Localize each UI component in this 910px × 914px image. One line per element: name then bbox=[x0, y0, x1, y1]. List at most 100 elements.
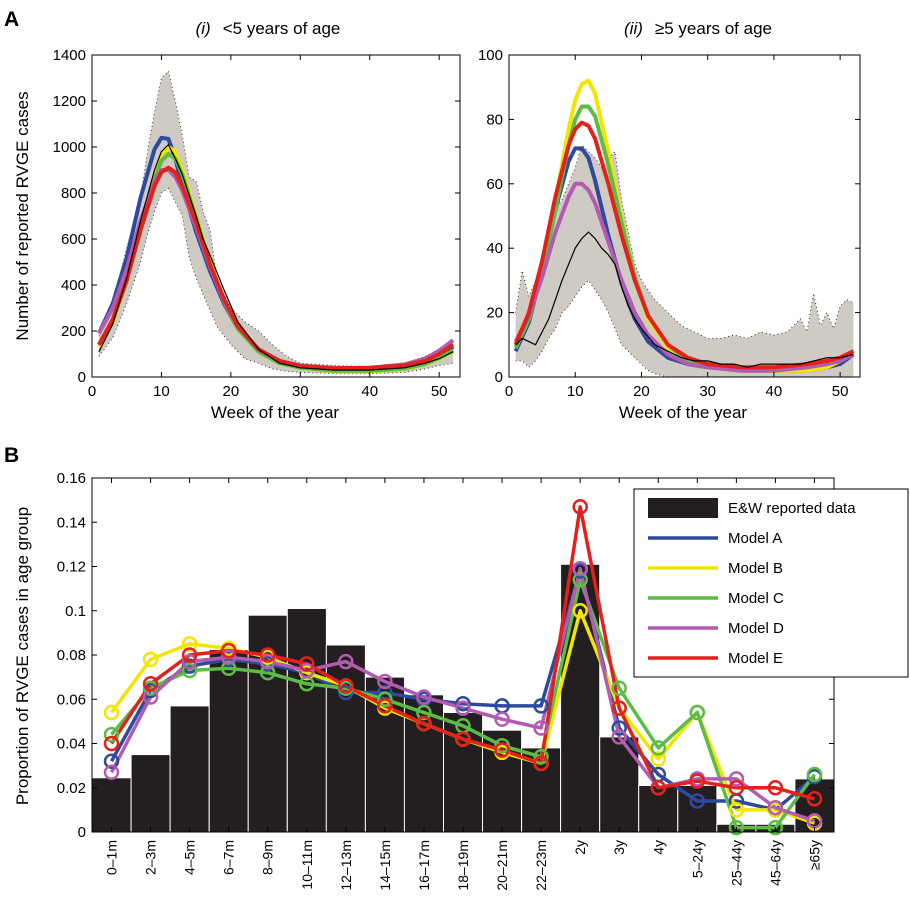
bar bbox=[208, 649, 249, 833]
series-marker-model-d bbox=[377, 673, 393, 690]
range-band bbox=[98, 71, 454, 374]
series-marker-model-e bbox=[689, 773, 706, 789]
bar bbox=[130, 754, 171, 833]
y-tick-label: 0 bbox=[78, 369, 86, 386]
x-tick-label: 20–21m bbox=[494, 840, 510, 891]
bar bbox=[560, 563, 601, 833]
y-axis-label: Number of reported RVGE cases bbox=[13, 91, 32, 340]
x-tick-label: 0 bbox=[88, 383, 96, 400]
bar bbox=[599, 736, 640, 833]
series-marker-model-e bbox=[377, 698, 393, 714]
x-tick-label: 30 bbox=[292, 383, 309, 400]
panel-b-letter: B bbox=[4, 444, 19, 467]
y-tick-label: 0 bbox=[495, 369, 503, 386]
series-marker-model-a bbox=[181, 658, 198, 674]
x-tick-label: 4–5m bbox=[182, 840, 198, 875]
series-marker-model-b bbox=[650, 751, 667, 767]
x-tick-label: 50 bbox=[431, 383, 448, 400]
series-marker-model-e bbox=[572, 499, 588, 515]
series-marker-model-a bbox=[611, 720, 627, 736]
series-line-model-a bbox=[109, 569, 816, 812]
series-marker-model-d bbox=[611, 729, 627, 745]
y-tick-label: 0.12 bbox=[57, 559, 86, 576]
y-tick-label: 800 bbox=[61, 185, 86, 202]
y-tick-label: 600 bbox=[61, 231, 86, 248]
series-marker-model-c bbox=[611, 680, 627, 696]
x-tick-label: 40 bbox=[361, 383, 378, 400]
x-tick-label: 12–13m bbox=[338, 840, 354, 891]
x-axis-label: Week of the year bbox=[211, 403, 340, 422]
x-tick-label: ≥65y bbox=[806, 840, 822, 870]
series-marker-model-c bbox=[181, 662, 198, 679]
x-tick-label: 22–23m bbox=[533, 840, 549, 891]
legend-label-model-d: Model D bbox=[728, 620, 784, 637]
legend-label-model-e: Model E bbox=[728, 650, 783, 667]
series-marker-model-e bbox=[455, 731, 471, 747]
y-tick-label: 0 bbox=[78, 824, 86, 841]
series-marker-model-b bbox=[103, 704, 120, 721]
series-marker-model-e bbox=[728, 780, 745, 796]
series-marker-model-a bbox=[533, 698, 549, 714]
y-tick-label: 0.1 bbox=[65, 603, 86, 620]
plot-area: 0 10 20 30 40 50 0 200 400 600 800 1000 1200 1400 bbox=[53, 47, 461, 400]
bar bbox=[91, 777, 132, 833]
series-marker-model-b bbox=[142, 651, 159, 668]
x-tick-label: 20 bbox=[223, 383, 240, 400]
series-marker-model-c bbox=[416, 704, 432, 721]
range-band bbox=[515, 145, 854, 377]
series-marker-model-b bbox=[181, 636, 198, 652]
series-line-model-e bbox=[97, 165, 455, 371]
x-tick-label: 3y bbox=[611, 840, 627, 855]
legend-box bbox=[633, 488, 909, 678]
chart-age-distribution: Proportion of RVGE cases in age group 00… bbox=[13, 470, 909, 891]
series-marker-model-d bbox=[299, 662, 315, 679]
legend-swatch-bars bbox=[648, 498, 718, 518]
x-tick-label: 4y bbox=[650, 840, 666, 855]
y-tick-label: 0.06 bbox=[57, 691, 86, 708]
series-marker-model-c bbox=[494, 737, 510, 754]
x-tick-label: 14–15m bbox=[377, 840, 393, 891]
y-tick-label: 80 bbox=[486, 111, 503, 128]
legend: E&W reported data Model A Model B Model C Mo… bbox=[633, 488, 909, 678]
range-band-upper bbox=[515, 144, 854, 339]
x-tick-label: 45–64y bbox=[767, 840, 783, 886]
series-marker-model-a bbox=[338, 684, 354, 701]
series-marker-model-c bbox=[103, 726, 120, 743]
x-tick-label: 5–24y bbox=[689, 840, 705, 878]
bar bbox=[286, 608, 327, 833]
series-marker-model-e bbox=[142, 676, 159, 692]
x-tick-label: 20 bbox=[633, 383, 650, 400]
series-marker-model-d bbox=[728, 771, 745, 787]
series-marker-model-c bbox=[689, 704, 706, 721]
series-marker-model-c bbox=[377, 691, 393, 708]
series-marker-model-d bbox=[767, 799, 784, 816]
x-tick-label: 40 bbox=[766, 383, 783, 400]
series-marker-model-e bbox=[494, 742, 510, 758]
bar bbox=[638, 785, 679, 833]
x-tick-label: 50 bbox=[832, 383, 849, 400]
y-tick-label: 200 bbox=[61, 323, 86, 340]
legend-label-model-a: Model A bbox=[728, 530, 782, 547]
y-tick-label: 60 bbox=[486, 176, 503, 193]
x-tick-label: 2–3m bbox=[143, 840, 159, 875]
legend-label-model-c: Model C bbox=[728, 590, 784, 607]
series-marker-model-c bbox=[533, 749, 549, 765]
y-tick-label: 20 bbox=[486, 305, 503, 322]
y-tick-label: 1000 bbox=[53, 139, 86, 156]
series-marker-model-d bbox=[494, 711, 510, 727]
series-marker-model-e bbox=[767, 780, 784, 796]
series-marker-model-e bbox=[650, 780, 667, 796]
series-marker-model-c bbox=[220, 660, 237, 677]
series-marker-model-e bbox=[181, 647, 198, 663]
series-marker-model-c bbox=[806, 766, 823, 783]
series-marker-model-c bbox=[142, 680, 159, 696]
series-marker-model-d bbox=[259, 653, 276, 670]
series-line-model-e bbox=[513, 120, 855, 370]
series-line-model-c bbox=[110, 578, 816, 830]
y-tick-label: 40 bbox=[486, 240, 503, 257]
series-marker-model-e bbox=[806, 791, 823, 807]
x-tick-label: 10 bbox=[153, 383, 170, 400]
x-tick-label: 25–44y bbox=[728, 840, 744, 886]
bar bbox=[169, 705, 210, 833]
